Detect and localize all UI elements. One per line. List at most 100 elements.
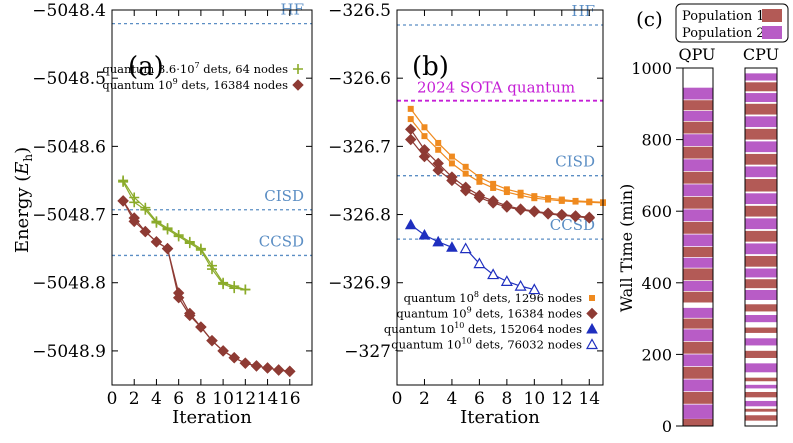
- timeline-qpu-segment-24: [683, 134, 713, 147]
- series-4-line-1: [465, 248, 535, 291]
- series-4-point: [500, 275, 513, 286]
- series-1-point: [173, 231, 184, 242]
- series-2-point: [217, 345, 229, 357]
- timeline-cpu-segment-9: [745, 338, 777, 346]
- legend-entry-3-marker: [586, 322, 598, 334]
- series-1-line-1: [122, 180, 246, 291]
- series-2-point: [184, 309, 196, 322]
- timeline-cpu-segment-15: [745, 268, 777, 278]
- series-2-point: [128, 215, 140, 228]
- legend-entry-4-label: quantum 1010 dets, 76032 nodes: [391, 337, 582, 352]
- timeline-cpu-segment-8: [745, 350, 777, 358]
- timeline-qpu-segment-14: [683, 257, 713, 268]
- timeline-qpu-segment-6: [683, 354, 713, 367]
- timeline-cpu-segment-6: [745, 377, 777, 382]
- series-1-point: [448, 153, 455, 160]
- timeline-qpu-segment-8: [683, 329, 713, 342]
- panel-c: (c) Population 1 Population 2 QPU CPU 0 2…: [617, 3, 789, 436]
- timeline-qpu-segment-7: [683, 341, 713, 354]
- series-2-point: [542, 208, 554, 220]
- y-tick-label: −327: [344, 342, 391, 362]
- series-4-point: [514, 279, 527, 291]
- timeline-cpu-segment-20: [745, 205, 777, 217]
- panel-a-frame: [111, 9, 313, 386]
- timeline-qpu-segment-28: [683, 87, 713, 100]
- series-1-point: [476, 174, 483, 181]
- timeline-qpu-segment-5: [683, 366, 713, 379]
- timeline-cpu-segment-11: [745, 315, 777, 323]
- timeline-qpu-segment-25: [683, 121, 713, 134]
- reference-label-cisd: CISD: [555, 153, 595, 171]
- series-1-point: [503, 189, 510, 196]
- timeline-qpu-segment-12: [683, 281, 713, 292]
- series-2-point: [150, 236, 163, 248]
- timeline-cpu-segment-16: [745, 255, 777, 267]
- series-1-point: [545, 196, 552, 203]
- timeline-qpu-label: QPU: [678, 45, 715, 64]
- timeline-qpu-segment-19: [683, 196, 713, 209]
- series-3-point: [446, 241, 458, 252]
- timeline-cpu-segment-13: [745, 289, 777, 300]
- panel-b-xlabel: Iteration: [460, 407, 540, 428]
- series-2-point: [405, 123, 417, 136]
- reference-label-hf: HF: [572, 2, 596, 20]
- series-3-line-1: [410, 224, 453, 248]
- series-2-point: [459, 184, 472, 197]
- legend-entry-1-marker: [293, 64, 303, 74]
- series-1-point: [462, 163, 469, 170]
- series-1-point: [476, 178, 483, 185]
- series-1-point: [407, 105, 414, 112]
- timeline-qpu-segment-26: [683, 110, 713, 121]
- series-2-point: [405, 133, 417, 146]
- y-tick-label: −326.6: [328, 69, 391, 89]
- legend-entry-2-label: quantum 109 dets, 16384 nodes: [396, 306, 582, 321]
- timeline-cpu-segment-1: [745, 415, 777, 421]
- series-1-point: [435, 139, 442, 146]
- series-2-point: [239, 357, 252, 369]
- series-2-point: [161, 242, 174, 255]
- series-1-point: [531, 195, 538, 202]
- panel-a-label: (a): [128, 52, 164, 82]
- panel-c-label: (c): [636, 7, 663, 31]
- legend-entry-1-label: quantum 3.6·107 dets, 64 nodes: [102, 61, 288, 76]
- x-tick-label: 0: [107, 389, 118, 409]
- y-tick-label: −326.5: [328, 1, 391, 21]
- timeline-cpu-segment-7: [745, 363, 777, 373]
- series-1-point: [207, 264, 217, 275]
- series-2-point: [261, 362, 274, 374]
- series-2-point: [514, 204, 527, 216]
- timeline-cpu-segment-30: [745, 82, 777, 92]
- x-tick-label: 12: [551, 389, 573, 409]
- reference-label-2024-sota-quantum: 2024 SOTA quantum: [417, 79, 575, 97]
- series-1-point: [421, 124, 428, 131]
- series-3-point: [432, 235, 445, 247]
- series-2-point: [432, 164, 444, 176]
- series-4-point: [487, 268, 500, 280]
- series-2-point: [284, 365, 296, 378]
- timeline-qpu-segment-27: [683, 100, 713, 111]
- legend-entry-1-marker: [589, 295, 595, 301]
- reference-label-ccsd: CCSD: [259, 232, 304, 250]
- timeline-cpu-segment-23: [745, 166, 777, 178]
- reference-label-ccsd: CCSD: [550, 216, 595, 234]
- timeline-cpu-segment-31: [745, 73, 777, 81]
- series-1-point: [184, 238, 195, 249]
- y-tick-label: −5048.5: [32, 69, 106, 89]
- timeline-qpu-segment-10: [683, 307, 713, 318]
- timeline-qpu-segment-16: [683, 234, 713, 247]
- x-tick-label: 10: [524, 389, 546, 409]
- timeline-qpu-segment-21: [683, 171, 713, 184]
- timeline-qpu-segment-18: [683, 209, 713, 222]
- legend-entry-2-marker: [586, 307, 598, 320]
- x-tick-label: 16: [279, 389, 301, 409]
- timeline-cpu-segment-26: [745, 128, 777, 140]
- series-1-point: [229, 283, 240, 294]
- series-1-point: [195, 245, 206, 255]
- series-1-point: [218, 279, 229, 290]
- series-2-point: [528, 206, 541, 218]
- series-2-point: [569, 210, 582, 223]
